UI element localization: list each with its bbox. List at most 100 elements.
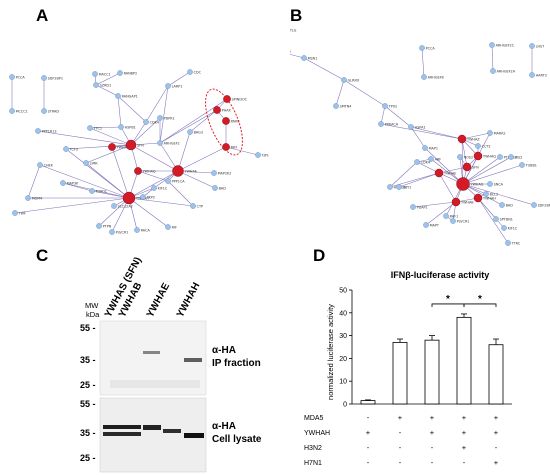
network-b-node-hart3 [529, 72, 535, 78]
network-a-edge [85, 144, 132, 164]
network-b-node-ywhah [473, 193, 483, 203]
network-a-node-mff [222, 143, 230, 151]
network-b-node-label: ARHGEF2C [496, 43, 515, 47]
network-a-edge [65, 144, 132, 150]
bottom-fraction-label: Cell lysate [212, 434, 262, 445]
network-b-node-label: YWHAZ [467, 137, 480, 141]
network-b-edge [412, 201, 457, 208]
network-b-node-label: BCL2 [490, 192, 499, 196]
network-a-node-ranbp2 [117, 70, 123, 76]
network-a-node-label: RANGAP1 [122, 94, 138, 98]
network-b-nodes: KITLG MDUS MSN1 PCCA ARHGEF8 ARHGEF2C ARHGEF2A… [290, 28, 550, 246]
network-a-node-mccc1 [9, 108, 15, 114]
network-a-edge [128, 197, 194, 207]
network-a-node-label: PPP1CA [172, 179, 186, 183]
network-b-node-plvcr1 [450, 218, 456, 224]
network-a-node-macc1 [92, 71, 98, 77]
network-b-edge [343, 79, 386, 107]
network-a-edge [65, 148, 130, 199]
network-b-edge [410, 126, 463, 140]
network-a-edge [159, 85, 169, 144]
network-b-edge [380, 123, 463, 140]
network-a-node-label: MCCC1 [16, 109, 28, 113]
network-a-node-rangap1 [115, 93, 121, 99]
network-b-node-hdac4 [387, 184, 393, 190]
network-a-node-twf [12, 210, 18, 216]
network-a-edge [27, 164, 41, 199]
bottom-marker-55: 55 - [80, 399, 96, 409]
network-b-edge [438, 172, 457, 203]
top-marker-25: 25 - [80, 380, 96, 390]
network-b-edge [424, 147, 464, 185]
network-a-node-label: MDM4 [32, 196, 43, 200]
network-a-node-limk [83, 160, 89, 166]
panel-letter-a: A [36, 6, 49, 25]
network-a-node-cdc [187, 69, 193, 75]
network-a-node-label: YWHAE [185, 169, 197, 173]
network-a-node-foxo1 [89, 188, 95, 194]
network-a-node-label: CDC [194, 70, 202, 74]
network-a-node-label: RACA [141, 228, 151, 232]
network-a-node-label: CTP [197, 204, 203, 208]
network-b-edge [461, 132, 491, 140]
network-a-node-label: TTC1 [93, 126, 102, 130]
network-b-node-label: HART3 [536, 73, 547, 77]
mw-label: MW [85, 301, 99, 310]
network-a-node-ptpn [96, 223, 102, 229]
network-a-node-label: PHAX [222, 108, 232, 112]
network-b-node-label: PDAP1 [417, 205, 428, 209]
network-a-edge [111, 146, 130, 199]
network-a-node-label: BAD [219, 186, 227, 190]
y-tick-label: 40 [339, 310, 347, 317]
network-a-node-label: SDF2BP1 [48, 76, 63, 80]
bar [360, 400, 376, 405]
network-a-edge [159, 109, 218, 144]
network-b-node-label: NOS2 [464, 155, 474, 159]
network-a: PCCA MCCC1 SDF2BP1 STRAD MACC1 RANBP2 SZRD1 RAN… [9, 69, 269, 235]
network-b-node-label: SFN [472, 165, 479, 169]
network-a-node-sdf2bp1 [41, 75, 47, 81]
network-a-node-ywhab [108, 143, 116, 151]
network-b-edge [477, 197, 497, 220]
network-b-node-label: SDF2BP1 [538, 203, 550, 207]
network-b-edge [384, 105, 412, 128]
network-b-edges [290, 44, 535, 244]
network-a-node-label: HSPB1 [125, 125, 136, 129]
network-a-edge [39, 164, 130, 199]
network-a-node-plvcr1 [109, 229, 115, 235]
network-b-edge [398, 172, 440, 188]
network-a-edge [62, 182, 130, 199]
condition-mark: + [430, 428, 435, 437]
network-a-edge [91, 190, 130, 199]
network-b-node-label: TPX2 [388, 104, 398, 108]
network-a-node-pcca [9, 74, 15, 80]
network-a-edge [189, 109, 218, 133]
network-b-node-label: ARHGEF2A [497, 69, 516, 73]
lane-label-ywhae: YWHAE [145, 281, 172, 319]
network-b-node-label: MAP1 [429, 146, 438, 150]
network-a-node-label: CDK4 [150, 120, 159, 124]
network-b-node-tubb1 [519, 162, 525, 168]
network-b-node-label: PRKACA [385, 122, 399, 126]
network-a-node-label: STRAD [48, 109, 60, 113]
network-a-node-label: YWHAB [117, 145, 130, 149]
y-tick-label: 30 [339, 333, 347, 340]
network-a-node-kif1c [151, 185, 157, 191]
network-a-node-label: LIMK [90, 161, 99, 165]
network-a-node-label: SZRD1 [100, 83, 112, 87]
network-b-node-arhgef8 [421, 74, 427, 80]
network-b-node-sfn [462, 162, 472, 172]
condition-mark: + [462, 443, 467, 452]
network-a-node-label: RNF8 [231, 119, 240, 123]
network-b-node-label: PLVCR1 [457, 219, 470, 223]
bar [456, 316, 472, 405]
condition-mark: + [430, 413, 435, 422]
network-b-node-sdf2bp1 [531, 202, 537, 208]
condition-mark: + [462, 428, 467, 437]
network-a-node-label: SPINDOC [232, 97, 248, 101]
network-a-node-label: LARP1 [172, 84, 183, 88]
network-b-node-label: SPTBN1 [500, 217, 513, 221]
network-a-edge [117, 95, 147, 123]
network-b-node-label: SMTN4 [340, 104, 352, 108]
condition-mark: + [494, 458, 499, 467]
